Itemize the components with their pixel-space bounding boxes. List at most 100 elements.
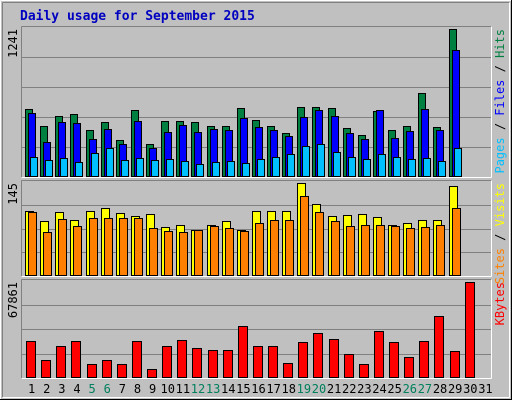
bar-sites-day-10 bbox=[164, 231, 173, 276]
bar-kbytes-day-19 bbox=[298, 342, 308, 378]
bar-pages-day-10 bbox=[166, 159, 174, 177]
x-tick-label: 26 bbox=[403, 382, 417, 396]
x-tick-label: 15 bbox=[236, 382, 250, 396]
legend-entry: Sites bbox=[493, 248, 507, 284]
bar-sites-day-13 bbox=[210, 226, 219, 276]
x-tick-label: 21 bbox=[327, 382, 341, 396]
bar-pages-day-20 bbox=[317, 144, 325, 177]
bar-pages-day-26 bbox=[408, 159, 416, 177]
bar-pages-day-21 bbox=[333, 152, 341, 177]
x-tick-label: 23 bbox=[357, 382, 371, 396]
bar-pages-day-2 bbox=[45, 160, 53, 177]
x-tick-label: 28 bbox=[433, 382, 447, 396]
x-tick-label: 27 bbox=[418, 382, 432, 396]
bar-kbytes-day-9 bbox=[147, 369, 157, 378]
legend-entry: / bbox=[493, 116, 507, 138]
bar-sites-day-19 bbox=[300, 196, 309, 276]
bar-kbytes-day-30 bbox=[465, 282, 475, 378]
bar-pages-day-5 bbox=[91, 153, 99, 177]
x-tick-label: 29 bbox=[448, 382, 462, 396]
bar-kbytes-day-17 bbox=[268, 346, 278, 378]
bar-kbytes-day-26 bbox=[404, 357, 414, 378]
bar-pages-day-27 bbox=[423, 158, 431, 177]
bar-pages-day-19 bbox=[302, 146, 310, 177]
x-tick-label: 24 bbox=[372, 382, 386, 396]
bar-sites-day-20 bbox=[315, 212, 324, 276]
bar-kbytes-day-7 bbox=[117, 364, 127, 378]
x-tick-label: 17 bbox=[266, 382, 280, 396]
bar-sites-day-17 bbox=[270, 220, 279, 276]
bar-kbytes-day-20 bbox=[313, 333, 323, 378]
bar-pages-day-9 bbox=[151, 160, 159, 177]
bar-sites-day-26 bbox=[406, 228, 415, 276]
bar-kbytes-day-13 bbox=[208, 350, 218, 378]
bar-sites-day-4 bbox=[73, 226, 82, 276]
bar-pages-day-23 bbox=[363, 159, 371, 177]
x-tick-label: 5 bbox=[88, 382, 95, 396]
bar-sites-day-8 bbox=[134, 218, 143, 276]
x-tick-label: 4 bbox=[73, 382, 80, 396]
bar-pages-day-28 bbox=[438, 161, 446, 177]
bar-kbytes-day-23 bbox=[359, 364, 369, 378]
x-tick-label: 31 bbox=[478, 382, 492, 396]
x-tick-label: 3 bbox=[58, 382, 65, 396]
bar-kbytes-day-12 bbox=[192, 348, 202, 378]
bar-kbytes-day-11 bbox=[177, 340, 187, 378]
x-tick-label: 8 bbox=[134, 382, 141, 396]
bar-sites-day-25 bbox=[391, 226, 400, 276]
bar-sites-day-23 bbox=[361, 225, 370, 276]
bar-kbytes-day-6 bbox=[102, 360, 112, 378]
kbytes-legend: KBytes bbox=[493, 282, 507, 325]
x-tick-label: 18 bbox=[282, 382, 296, 396]
bar-pages-day-29 bbox=[454, 148, 462, 177]
x-tick-label: 30 bbox=[463, 382, 477, 396]
kbytes-panel: 67861 KBytes bbox=[6, 279, 507, 379]
bar-pages-day-11 bbox=[181, 161, 189, 177]
bar-pages-day-14 bbox=[227, 161, 235, 177]
x-tick-label: 2 bbox=[43, 382, 50, 396]
bar-sites-day-9 bbox=[149, 228, 158, 276]
bar-pages-day-15 bbox=[242, 163, 250, 177]
x-tick-label: 6 bbox=[104, 382, 111, 396]
bar-pages-day-6 bbox=[106, 148, 114, 177]
bar-pages-day-25 bbox=[393, 157, 401, 177]
bar-kbytes-day-25 bbox=[389, 342, 399, 378]
bar-sites-day-11 bbox=[179, 232, 188, 276]
visits-sites-ymax-label: 145 bbox=[6, 183, 20, 205]
legend-entry: Files bbox=[493, 80, 507, 116]
legend-entry: / bbox=[493, 226, 507, 248]
bar-pages-day-12 bbox=[196, 164, 204, 177]
bar-sites-day-14 bbox=[225, 228, 234, 276]
x-tick-label: 16 bbox=[251, 382, 265, 396]
visits-sites-legend: Sites / Visits bbox=[493, 183, 507, 284]
visits-sites-panel: 145 Sites / Visits bbox=[6, 180, 507, 284]
x-tick-label: 11 bbox=[176, 382, 190, 396]
bar-sites-day-22 bbox=[346, 226, 355, 276]
bar-pages-day-4 bbox=[75, 162, 83, 177]
legend-entry: Visits bbox=[493, 183, 507, 226]
bar-sites-day-3 bbox=[58, 219, 67, 276]
bar-pages-day-17 bbox=[272, 157, 280, 177]
hits-files-pages-ymax-label: 1241 bbox=[6, 29, 20, 58]
x-tick-label: 12 bbox=[191, 382, 205, 396]
bar-kbytes-day-21 bbox=[329, 339, 339, 378]
bar-pages-day-18 bbox=[287, 154, 295, 177]
x-tick-label: 10 bbox=[160, 382, 174, 396]
bar-pages-day-3 bbox=[60, 158, 68, 177]
bar-kbytes-day-29 bbox=[450, 351, 460, 378]
x-tick-label: 14 bbox=[221, 382, 235, 396]
bar-kbytes-day-15 bbox=[238, 326, 248, 378]
bar-kbytes-day-18 bbox=[283, 363, 293, 378]
bar-pages-day-8 bbox=[136, 158, 144, 177]
x-tick-label: 7 bbox=[119, 382, 126, 396]
bar-sites-day-29 bbox=[452, 208, 461, 276]
x-tick-label: 13 bbox=[206, 382, 220, 396]
bar-sites-day-28 bbox=[436, 225, 445, 276]
bar-kbytes-day-1 bbox=[26, 341, 36, 378]
bar-kbytes-day-24 bbox=[374, 331, 384, 378]
bar-pages-day-13 bbox=[212, 162, 220, 177]
legend-entry: / bbox=[493, 58, 507, 80]
bar-sites-day-18 bbox=[285, 220, 294, 276]
bar-sites-day-6 bbox=[104, 218, 113, 276]
